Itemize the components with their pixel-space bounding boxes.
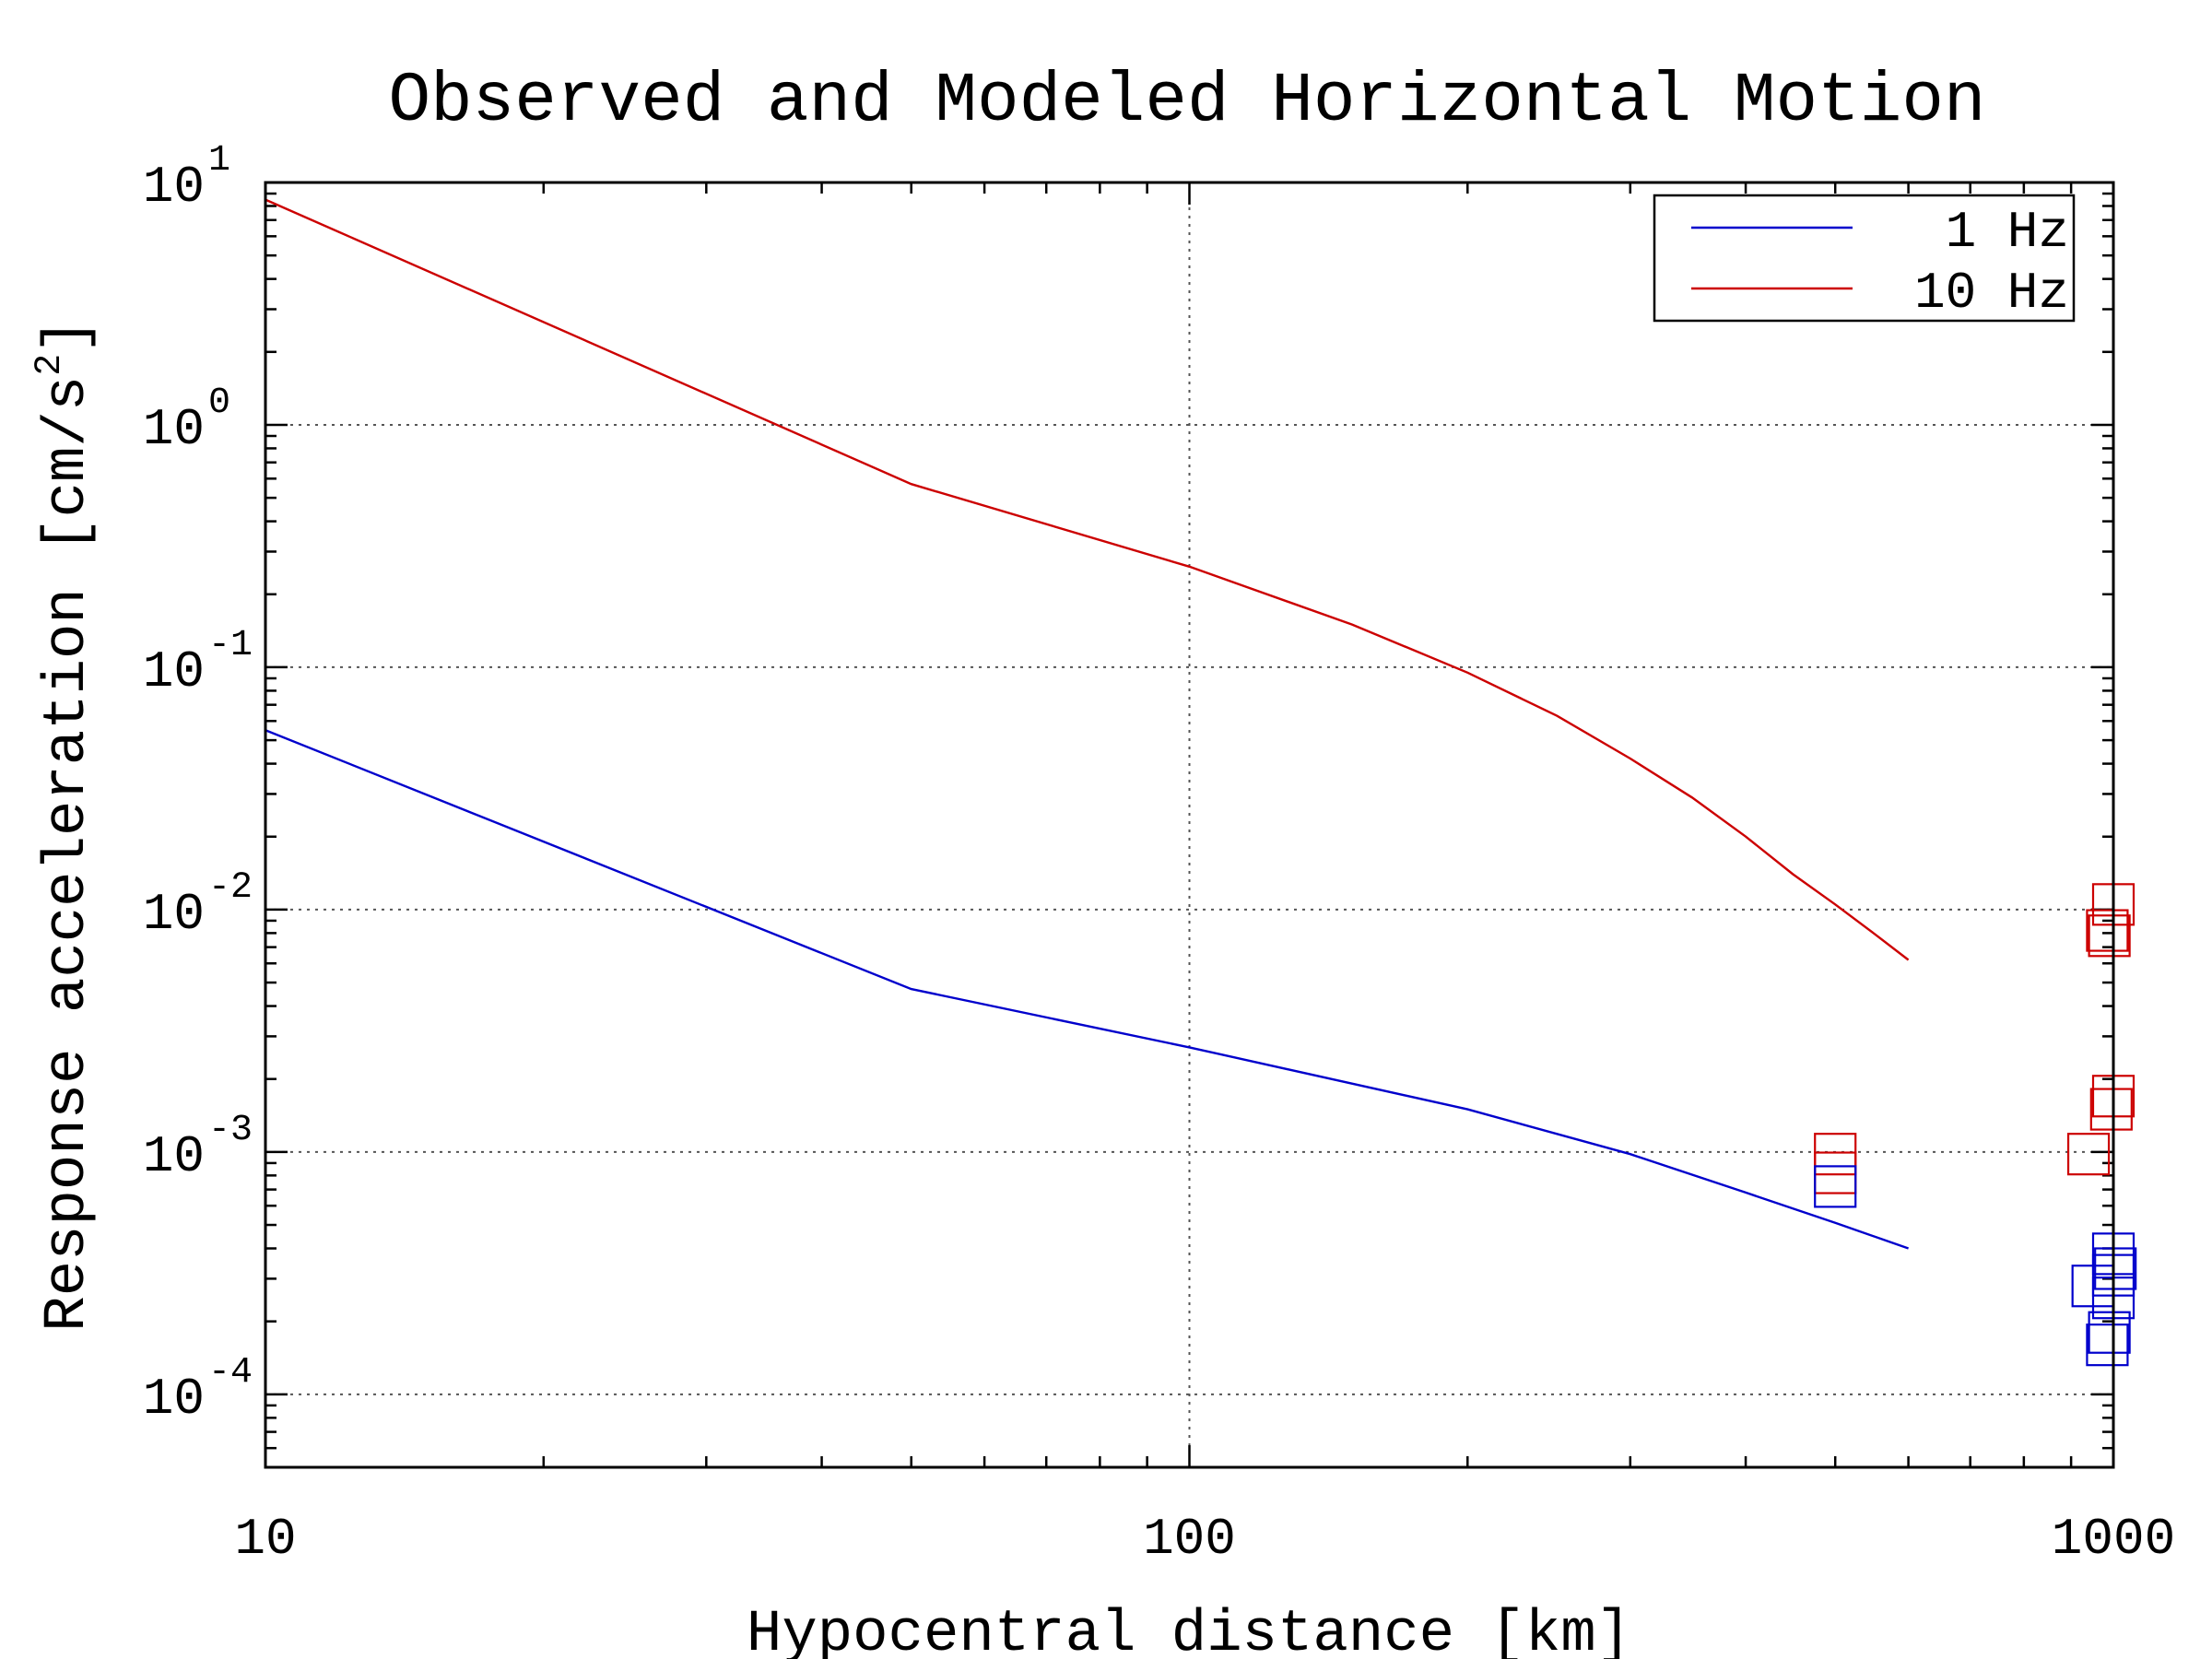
legend-box	[1653, 194, 2076, 323]
observed-point	[1814, 1151, 1857, 1194]
y-tick-exponent: 0	[208, 382, 230, 424]
observed-point	[2066, 1133, 2111, 1176]
observed-point	[2088, 914, 2131, 958]
y-tick-exponent: 1	[208, 140, 230, 182]
observed-point	[2094, 1247, 2137, 1290]
observed-point	[2086, 1324, 2129, 1367]
y-tick-label: 10	[143, 158, 205, 217]
y-axis-label: Response acceleration [cm/s2]	[29, 318, 101, 1331]
y-axis-label-prefix: Response acceleration [cm/s	[35, 376, 101, 1332]
series-layer	[265, 198, 1910, 1250]
y-tick-exponent: -2	[208, 867, 253, 909]
x-tick-label: 100	[1143, 1510, 1236, 1569]
observations-layer	[1814, 883, 2137, 1367]
y-axis-label-exponent: 2	[29, 354, 71, 376]
observed-point	[1814, 1133, 1857, 1176]
y-tick-label: 10	[143, 400, 205, 459]
legend-label-1hz: 1 Hz	[1946, 203, 2069, 262]
legend-label-10hz: 10 Hz	[1914, 264, 2069, 323]
x-tick-label: 1000	[2052, 1510, 2175, 1569]
y-tick-exponent: -1	[208, 625, 253, 666]
y-tick-label: 10	[143, 885, 205, 944]
grid-layer	[265, 182, 2113, 1467]
observed-point	[2086, 909, 2129, 952]
series-line-10hz	[265, 198, 1910, 961]
observed-point	[2088, 1311, 2131, 1354]
plot-frame	[264, 181, 2115, 1469]
legend: 1 Hz 10 Hz	[1653, 194, 2076, 323]
x-tick-label: 10	[234, 1510, 296, 1569]
series-line-1hz	[265, 729, 1909, 1250]
y-tick-exponent: -4	[208, 1352, 253, 1394]
observed-point	[1814, 1165, 1857, 1208]
y-tick-label: 10	[143, 1370, 205, 1429]
chart-title: Observed and Modeled Horizontal Motion	[388, 62, 1985, 141]
y-tick-label: 10	[143, 1127, 205, 1186]
x-axis-label: Hypocentral distance [km]	[747, 1602, 1631, 1659]
observed-point	[2089, 1088, 2133, 1131]
y-axis-label-suffix: ]	[35, 318, 101, 353]
y-tick-exponent: -3	[208, 1110, 253, 1151]
y-tick-label: 10	[143, 642, 205, 701]
